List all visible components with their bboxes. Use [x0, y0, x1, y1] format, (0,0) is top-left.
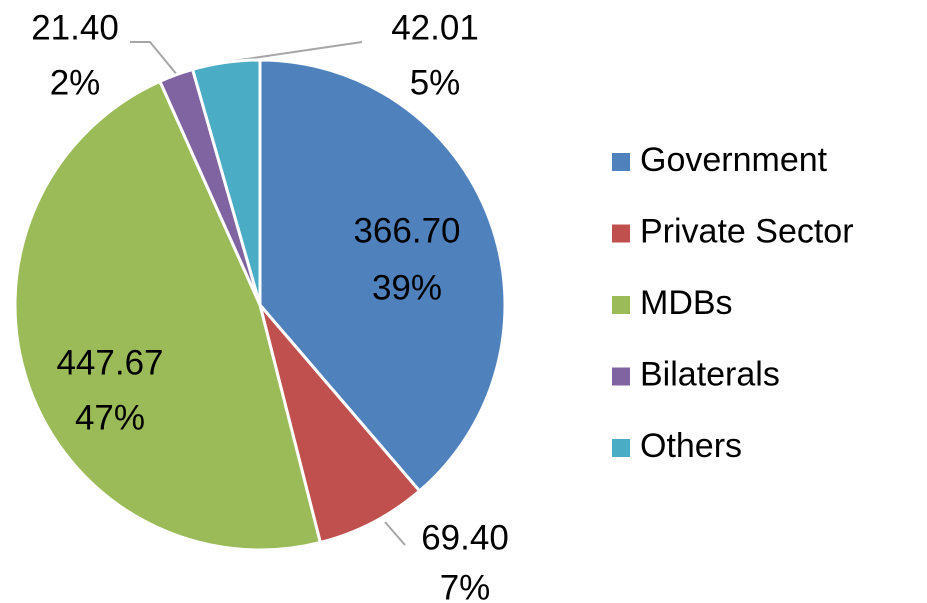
leader-line: [130, 41, 179, 77]
legend-label: Bilaterals: [640, 355, 780, 393]
percent-label: 47%: [75, 398, 145, 437]
leader-line: [225, 41, 363, 63]
pie-slice: [190, 58, 262, 306]
legend-swatch: [612, 296, 630, 314]
legend-swatch: [612, 367, 630, 386]
value-label: 366.70: [353, 211, 460, 250]
percent-label: 39%: [372, 268, 442, 307]
pie-slice: [13, 79, 323, 552]
leader-line: [384, 521, 406, 546]
legend-label: Private Sector: [640, 212, 854, 250]
legend-swatch: [612, 224, 630, 243]
legend-swatch: [612, 153, 630, 171]
legend-swatch: [612, 439, 630, 457]
leader-lines: [130, 41, 406, 546]
value-label: 69.40: [421, 518, 509, 557]
legend-label: MDBs: [640, 284, 733, 322]
value-label: 21.40: [31, 8, 119, 47]
pie-slice: [258, 304, 422, 545]
percent-label: 2%: [50, 63, 101, 102]
legend-label: Others: [640, 427, 742, 465]
legend-label: Government: [640, 141, 828, 179]
value-label: 42.01: [391, 8, 479, 47]
percent-label: 7%: [440, 568, 491, 603]
percent-label: 5%: [410, 63, 461, 102]
pie-slice: [258, 58, 507, 494]
value-label: 447.67: [56, 343, 163, 382]
